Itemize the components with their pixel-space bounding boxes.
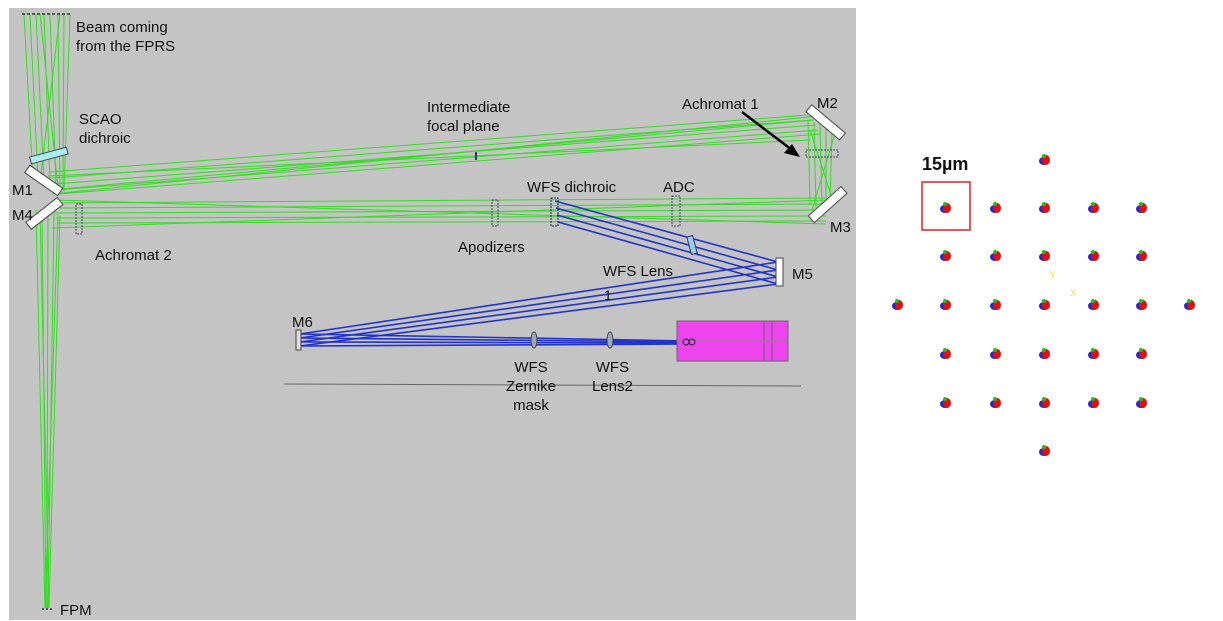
spot bbox=[1039, 202, 1050, 213]
spot bbox=[1184, 299, 1195, 310]
label-adc: ADC bbox=[663, 179, 695, 196]
spot bbox=[1136, 348, 1147, 359]
spot bbox=[1039, 250, 1050, 261]
spot bbox=[1136, 202, 1147, 213]
apodizer-element bbox=[491, 199, 499, 227]
m2-m3-beam bbox=[807, 119, 837, 212]
spot bbox=[940, 202, 951, 213]
axis-label-y: Y bbox=[1049, 270, 1056, 281]
label-m6: M6 bbox=[292, 314, 313, 331]
mirror-m2 bbox=[805, 104, 847, 141]
mirror-m5 bbox=[775, 257, 784, 287]
spot bbox=[1039, 154, 1050, 165]
wfs-dichroic-element bbox=[550, 197, 559, 227]
spot bbox=[892, 299, 903, 310]
spot bbox=[990, 250, 1001, 261]
spot bbox=[990, 202, 1001, 213]
achromat1-arrowhead bbox=[784, 144, 800, 157]
achromat1-element bbox=[805, 149, 839, 158]
label-m2: M2 bbox=[817, 95, 838, 112]
lower-beam-path bbox=[49, 197, 827, 229]
spot bbox=[940, 397, 951, 408]
spot bbox=[1088, 299, 1099, 310]
spot-dots bbox=[892, 154, 1195, 456]
scale-label: 15µm bbox=[922, 154, 969, 174]
label-scao-dichroic: SCAO dichroic bbox=[79, 111, 131, 147]
label-wfs-lens-number: 1 bbox=[604, 287, 612, 303]
spot bbox=[1088, 202, 1099, 213]
achromat2-element bbox=[75, 203, 83, 235]
label-fpm: FPM bbox=[60, 602, 92, 619]
mirror-m6 bbox=[295, 329, 302, 351]
spot bbox=[940, 250, 951, 261]
spot-grid bbox=[872, 130, 1214, 472]
spot bbox=[1039, 299, 1050, 310]
label-zernike-mask: WFS Zernike mask bbox=[506, 359, 557, 414]
mirror-m1 bbox=[24, 164, 64, 197]
label-achromat-1: Achromat 1 bbox=[682, 96, 759, 113]
label-m3: M3 bbox=[830, 219, 851, 236]
mirror-m3 bbox=[807, 185, 848, 224]
spot bbox=[1039, 348, 1050, 359]
spot bbox=[990, 299, 1001, 310]
beam-to-fpm bbox=[35, 209, 61, 609]
adc-element bbox=[671, 195, 681, 227]
separator-line bbox=[283, 383, 802, 387]
label-intermediate-focal-plane: Intermediate focal plane bbox=[427, 99, 511, 135]
spot bbox=[940, 299, 951, 310]
label-apodizers: Apodizers bbox=[458, 239, 525, 256]
upper-beam-path bbox=[47, 114, 821, 195]
label-m5: M5 bbox=[792, 266, 813, 283]
mirror-m4 bbox=[25, 196, 64, 230]
label-achromat-2: Achromat 2 bbox=[95, 247, 172, 264]
label-beam-source: Beam coming from the FPRS bbox=[76, 19, 176, 55]
label-m4: M4 bbox=[12, 207, 33, 224]
spot bbox=[1136, 397, 1147, 408]
spot bbox=[1088, 348, 1099, 359]
axis-label-x: X bbox=[1070, 288, 1077, 299]
spot bbox=[1088, 250, 1099, 261]
spot bbox=[1136, 250, 1147, 261]
spot bbox=[1039, 397, 1050, 408]
scao-dichroic-element bbox=[28, 146, 69, 165]
spot bbox=[990, 397, 1001, 408]
incoming-beam bbox=[23, 13, 71, 193]
spot bbox=[1088, 397, 1099, 408]
wfs-lens1-element bbox=[686, 234, 698, 256]
spot bbox=[1039, 445, 1050, 456]
spot bbox=[990, 348, 1001, 359]
label-wfs-lens: WFS Lens bbox=[603, 263, 674, 280]
spot bbox=[1136, 299, 1147, 310]
wfs-lens2-element bbox=[606, 331, 614, 349]
spot bbox=[940, 348, 951, 359]
label-wfs-dichroic: WFS dichroic bbox=[527, 179, 617, 196]
label-wfs-lens2: WFS Lens2 bbox=[592, 359, 633, 395]
zernike-mask-element bbox=[530, 331, 538, 349]
label-m1: M1 bbox=[12, 182, 33, 199]
wfs-blue-beam bbox=[299, 200, 779, 347]
scale-box bbox=[921, 181, 971, 231]
achromat1-arrow bbox=[741, 111, 793, 151]
